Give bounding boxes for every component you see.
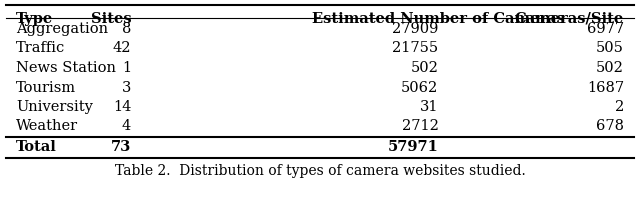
Text: 73: 73 — [111, 140, 131, 154]
Text: 678: 678 — [596, 119, 624, 133]
Text: 1687: 1687 — [587, 80, 624, 94]
Text: 31: 31 — [420, 100, 438, 114]
Text: Tourism: Tourism — [16, 80, 76, 94]
Text: Aggregation: Aggregation — [16, 22, 108, 36]
Text: 502: 502 — [410, 61, 438, 75]
Text: Cameras/Site: Cameras/Site — [515, 12, 624, 26]
Text: Table 2.  Distribution of types of camera websites studied.: Table 2. Distribution of types of camera… — [115, 164, 525, 177]
Text: 5062: 5062 — [401, 80, 438, 94]
Text: University: University — [16, 100, 93, 114]
Text: 8: 8 — [122, 22, 131, 36]
Text: 2: 2 — [615, 100, 624, 114]
Text: Weather: Weather — [16, 119, 78, 133]
Text: 1: 1 — [122, 61, 131, 75]
Text: 57971: 57971 — [388, 140, 438, 154]
Text: Sites: Sites — [91, 12, 131, 26]
Text: 502: 502 — [596, 61, 624, 75]
Text: 505: 505 — [596, 41, 624, 56]
Text: News Station: News Station — [16, 61, 116, 75]
Text: 27909: 27909 — [392, 22, 438, 36]
Text: 42: 42 — [113, 41, 131, 56]
Text: 3: 3 — [122, 80, 131, 94]
Text: Total: Total — [16, 140, 57, 154]
Text: 14: 14 — [113, 100, 131, 114]
Text: Estimated Number of Cameras: Estimated Number of Cameras — [312, 12, 565, 26]
Text: Type: Type — [16, 12, 53, 26]
Text: Traffic: Traffic — [16, 41, 65, 56]
Text: 6977: 6977 — [587, 22, 624, 36]
Text: 4: 4 — [122, 119, 131, 133]
Text: 2712: 2712 — [401, 119, 438, 133]
Text: 21755: 21755 — [392, 41, 438, 56]
